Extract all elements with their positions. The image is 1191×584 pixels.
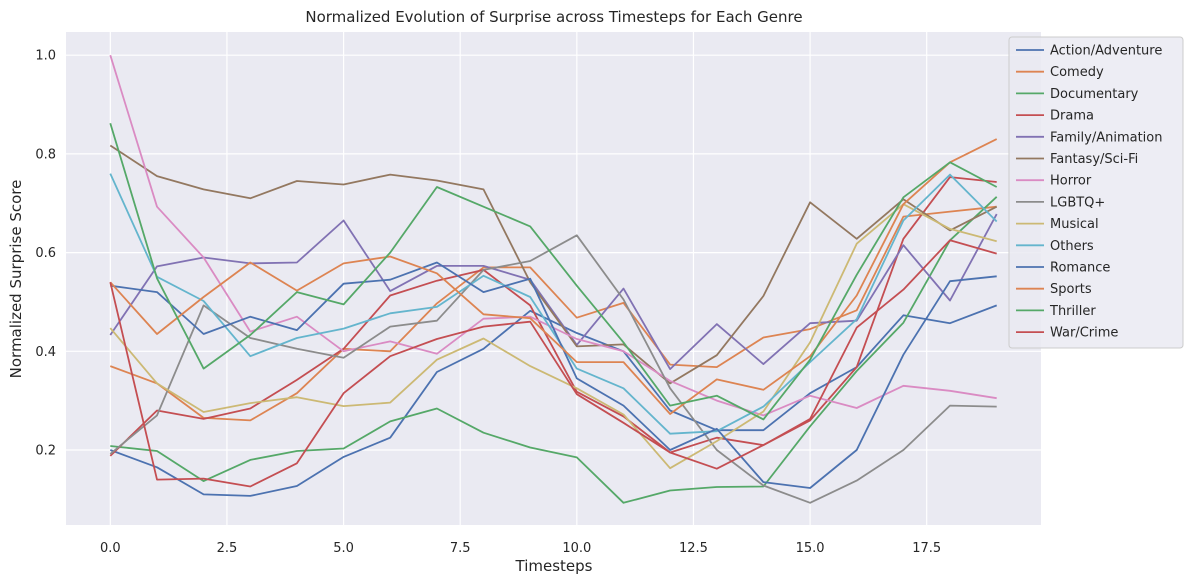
- legend-label-family-animation: Family/Animation: [1050, 130, 1163, 145]
- x-tick-label: 2.5: [217, 541, 238, 556]
- legend-label-musical: Musical: [1050, 217, 1099, 232]
- legend-label-documentary: Documentary: [1050, 87, 1139, 102]
- legend-label-others: Others: [1050, 239, 1094, 254]
- series-lines: [109, 54, 998, 504]
- legend-label-thriller: Thriller: [1049, 304, 1096, 319]
- plot-area: [66, 32, 1041, 525]
- y-tick-label: 0.2: [35, 443, 56, 458]
- x-tick-labels: 0.0 2.5 5.0 7.5 10.0 12.5 15.0 17.5: [100, 541, 941, 556]
- series-line-drama: [109, 176, 997, 457]
- legend: Action/Adventure Comedy Documentary Drama Fa…: [1008, 36, 1184, 349]
- series-line-comedy: [109, 205, 997, 422]
- legend-label-fantasy-sci-fi: Fantasy/Sci-Fi: [1050, 152, 1138, 167]
- series-line-lgbtq: [109, 234, 997, 504]
- y-tick-label: 0.8: [35, 147, 56, 162]
- series-line-action-adventure: [109, 304, 998, 497]
- legend-label-lgbtq: LGBTQ+: [1050, 195, 1105, 210]
- legend-label-sports: Sports: [1050, 282, 1092, 297]
- grid-lines: [66, 32, 1041, 525]
- legend-label-romance: Romance: [1050, 261, 1110, 276]
- series-line-fantasy-sci-fi: [109, 144, 998, 385]
- legend-label-action-adventure: Action/Adventure: [1050, 44, 1162, 59]
- x-tick-label: 10.0: [562, 541, 591, 556]
- y-axis-label: Normalized Surprise Score: [7, 180, 25, 379]
- x-axis-label: Timesteps: [515, 557, 593, 575]
- x-tick-label: 17.5: [912, 541, 941, 556]
- series-line-family-animation: [109, 213, 998, 371]
- legend-label-drama: Drama: [1050, 109, 1094, 124]
- series-line-others: [109, 173, 998, 435]
- legend-label-comedy: Comedy: [1050, 65, 1104, 80]
- legend-label-horror: Horror: [1050, 174, 1092, 189]
- legend-box: [1008, 36, 1184, 349]
- series-line-war-crime: [109, 239, 997, 488]
- chart-title: Normalized Evolution of Surprise across …: [305, 8, 802, 26]
- series-line-documentary: [110, 196, 998, 504]
- x-tick-label: 5.0: [333, 541, 354, 556]
- y-tick-label: 0.6: [35, 246, 56, 261]
- x-tick-label: 7.5: [450, 541, 471, 556]
- legend-label-war-crime: War/Crime: [1050, 326, 1118, 341]
- series-line-romance: [110, 261, 997, 489]
- x-tick-label: 12.5: [679, 541, 708, 556]
- series-line-musical: [109, 203, 997, 470]
- series-line-thriller: [109, 123, 998, 421]
- x-tick-label: 0.0: [100, 541, 121, 556]
- y-tick-labels: 0.2 0.4 0.6 0.8 1.0: [35, 49, 56, 459]
- y-tick-label: 0.4: [35, 345, 56, 360]
- series-line-sports: [109, 138, 998, 415]
- y-tick-label: 1.0: [35, 49, 56, 64]
- x-tick-label: 15.0: [796, 541, 825, 556]
